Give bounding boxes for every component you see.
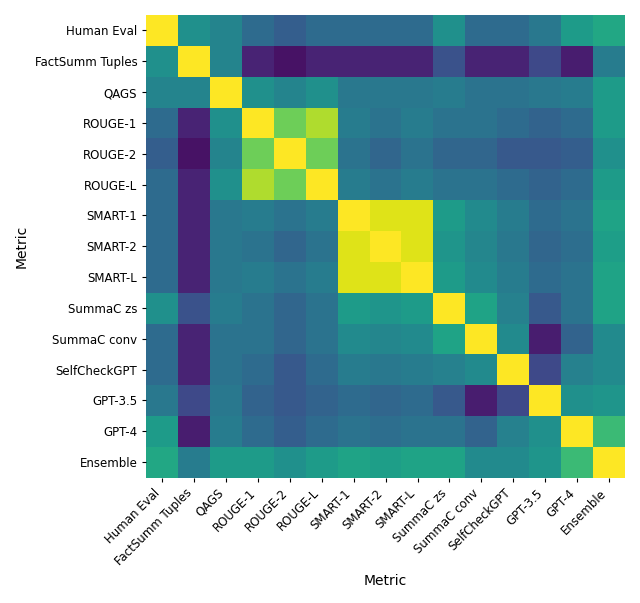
- Y-axis label: Metric: Metric: [15, 225, 29, 268]
- X-axis label: Metric: Metric: [364, 574, 407, 588]
